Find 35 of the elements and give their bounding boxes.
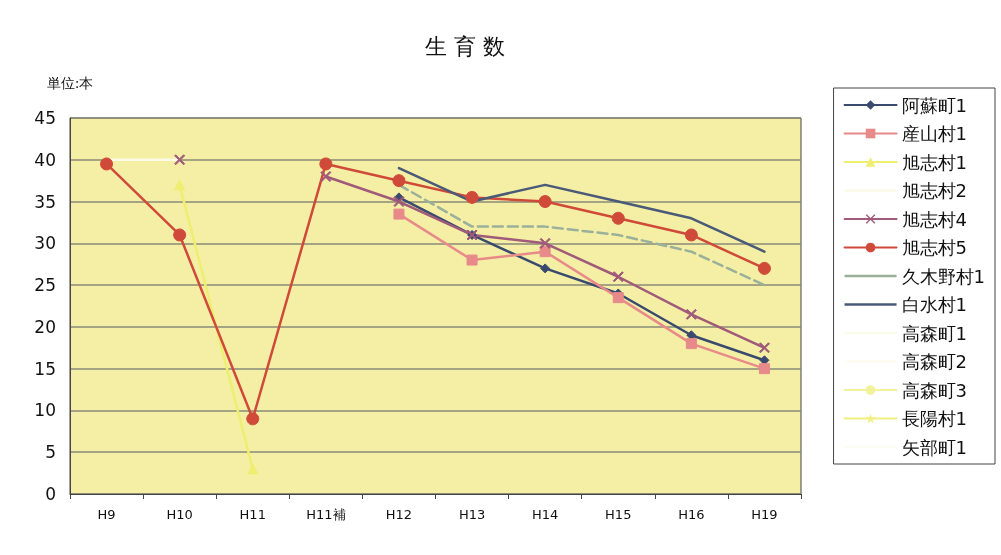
x-tick-label: H11補 (306, 507, 346, 522)
x-tick-label: H19 (751, 507, 778, 522)
legend-label: 高森町3 (901, 379, 967, 401)
y-tick-label: 15 (34, 358, 56, 379)
x-tick-label: H9 (97, 507, 116, 522)
y-tick-label: 25 (34, 275, 56, 296)
legend-label: 阿蘇町1 (901, 94, 967, 116)
legend-label: 旭志村1 (901, 151, 967, 173)
x-tick-label: H16 (678, 507, 705, 522)
y-tick-label: 0 (45, 484, 56, 504)
y-tick-label: 40 (34, 149, 56, 170)
legend-label: 久木野村1 (901, 265, 985, 287)
x-tick-label: H13 (458, 507, 486, 522)
chart-title: 生 育 数 (425, 33, 505, 59)
y-tick-label: 35 (34, 191, 56, 212)
x-tick-label: H12 (385, 507, 413, 522)
x-tick-label: H14 (531, 507, 559, 522)
legend-label: 長陽村1 (901, 408, 967, 429)
x-tick-label: H15 (605, 507, 632, 522)
y-tick-label: 20 (34, 316, 56, 337)
legend-label: 高森町1 (901, 322, 967, 344)
x-tick-label: H10 (166, 507, 193, 522)
y-tick-label: 5 (45, 442, 56, 463)
legend-label: 産山村1 (901, 123, 967, 144)
y-tick-label: 45 (34, 108, 56, 128)
legend-label: 矢部町1 (901, 436, 967, 458)
legend-label: 旭志村5 (901, 237, 967, 258)
legend-label: 旭志村4 (901, 208, 967, 230)
legend-label: 白水村1 (901, 294, 967, 315)
legend-label: 高森町2 (901, 351, 967, 372)
y-tick-label: 10 (34, 400, 56, 421)
y-axis-title: 単位:本 (46, 75, 94, 91)
legend-label: 旭志村2 (901, 180, 967, 201)
x-tick-label: H11 (239, 507, 266, 522)
y-tick-label: 30 (34, 233, 56, 254)
